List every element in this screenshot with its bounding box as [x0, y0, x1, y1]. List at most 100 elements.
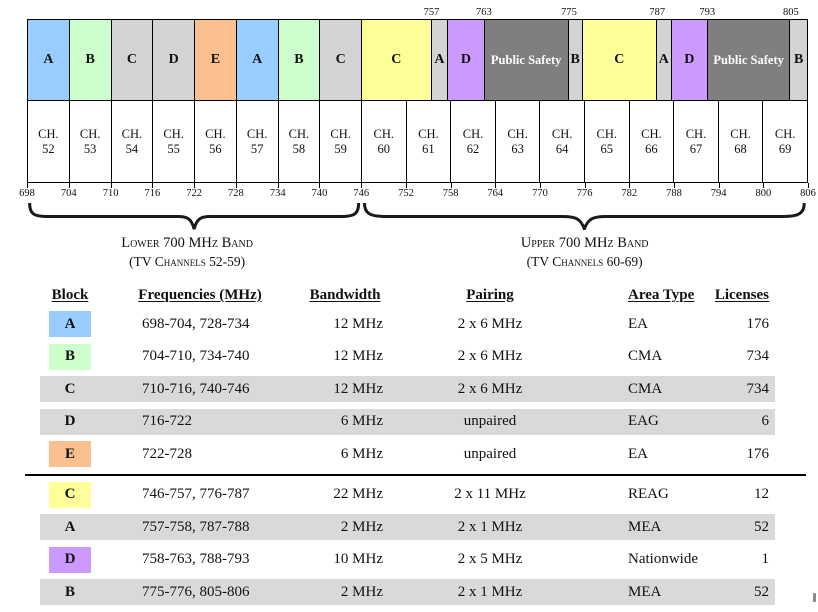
axis-tick	[27, 183, 28, 188]
spectrum-block-c: C	[319, 19, 362, 101]
table-row: D 758-763, 788-793 10 MHz 2 x 5 MHz Nationwi…	[40, 546, 775, 573]
scan-artifact-mark	[813, 593, 816, 602]
channel-prefix: CH.	[288, 126, 310, 141]
spectrum-block-b: B	[567, 19, 583, 101]
license-table: Block Frequencies (MHz) Bandwidth Pairing Ar…	[25, 283, 806, 612]
bottom-frequency-label: 728	[228, 188, 244, 199]
channel-box-61: CH. 61	[405, 100, 452, 183]
channel-box-66: CH. 66	[628, 100, 675, 183]
axis-tick	[584, 183, 586, 188]
channel-prefix: CH.	[730, 126, 751, 141]
column-header-area-type: Area Type	[628, 286, 695, 303]
bottom-frequency-label: 746	[353, 188, 370, 199]
bottom-frequency-label: 734	[269, 188, 286, 199]
channel-prefix: CH.	[551, 126, 573, 141]
block-chip: D	[64, 413, 76, 429]
block-cell: D	[40, 546, 100, 573]
table-row: A 698-704, 728-734 12 MHz 2 x 6 MHz EA 176	[40, 311, 775, 337]
table-row: D 716-722 6 MHz unpaired EAG 6	[40, 408, 775, 435]
channel-prefix: CH.	[596, 126, 618, 141]
block-cell: C	[40, 376, 100, 402]
table-row: E 722-728 6 MHz unpaired EA 176	[40, 441, 775, 467]
table-row: C 746-757, 776-787 22 MHz 2 x 11 MHz REAG 12	[40, 481, 775, 508]
frequencies-cell: 698-704, 728-734	[142, 315, 250, 332]
licenses-cell: 734	[746, 348, 770, 364]
spectrum-block-public-safety: Public Safety	[706, 19, 791, 101]
brace-curve	[361, 203, 808, 230]
bandwidth-cell: 6 MHz	[340, 413, 383, 429]
licenses-cell: 734	[746, 380, 770, 397]
band-label-line2: (TV Channels 52-59)	[129, 253, 246, 269]
area-type-cell: EAG	[628, 413, 659, 429]
pairing-cell: unpaired	[463, 445, 517, 462]
bottom-frequency-label: 704	[60, 188, 77, 199]
spectrum-block-a: A	[655, 19, 672, 101]
table-header-row: Block Frequencies (MHz) Bandwidth Pairing Ar…	[40, 285, 775, 305]
block-label: A	[658, 52, 669, 67]
block-label: A	[43, 52, 54, 67]
bottom-frequency-label: 764	[487, 188, 504, 199]
frequencies-cell: 710-716, 740-746	[142, 380, 250, 397]
block-cell: A	[40, 311, 100, 337]
channel-box-69: CH. 69	[762, 100, 808, 183]
block-chip: B	[64, 583, 75, 600]
channel-prefix: CH.	[38, 126, 59, 141]
frequencies-cell: 722-728	[142, 445, 192, 462]
block-label: C	[126, 52, 137, 67]
bandwidth-cell: 22 MHz	[333, 486, 383, 502]
channel-box-68: CH. 68	[717, 100, 764, 183]
block-cell: C	[40, 481, 100, 508]
top-frequency-label: 787	[649, 7, 666, 18]
channel-box-58: CH. 58	[277, 100, 321, 183]
block-cell: B	[40, 579, 100, 605]
channel-number: 58	[292, 141, 306, 156]
channel-box-64: CH. 64	[539, 100, 585, 183]
block-label: Public Safety	[490, 52, 562, 67]
spectrum-diagram: 757 763 775 787 793 805 A B C D E A B C C A D Public Saf…	[19, 0, 816, 280]
frequencies-cell: 704-710, 734-740	[142, 348, 250, 364]
channel-prefix: CH.	[246, 126, 268, 141]
area-type-cell: CMA	[628, 348, 663, 364]
spectrum-block-b: B	[789, 19, 808, 101]
table-body: A 698-704, 728-734 12 MHz 2 x 6 MHz EA 176 B 70…	[25, 311, 806, 605]
bandwidth-cell: 2 MHz	[340, 518, 383, 535]
top-frequency-labels: 757 763 775 787 793 805	[27, 0, 808, 19]
bottom-frequency-label: 698	[19, 188, 35, 199]
top-frequency-label: 793	[699, 7, 716, 18]
spectrum-block-a: A	[235, 19, 279, 101]
channel-number: 59	[334, 141, 347, 156]
axis-tick	[277, 183, 279, 188]
bandwidth-cell: 6 MHz	[340, 445, 383, 462]
channel-number: 53	[83, 141, 97, 156]
pairing-cell: 2 x 6 MHz	[457, 315, 523, 332]
band-label-line1: Upper 700 MHz Band	[520, 235, 649, 251]
tv-channel-row: CH. 52 CH. 53 CH. 54 CH. 55 CH. 56 CH. 57 CH. 58 CH. 59…	[27, 100, 808, 183]
column-header-pairing: Pairing	[466, 286, 514, 303]
axis-tick	[808, 183, 809, 188]
area-type-cell: EA	[628, 445, 648, 462]
axis-tick	[450, 183, 452, 188]
block-chip: E	[49, 441, 91, 467]
axis-tick	[152, 183, 154, 188]
pairing-cell: unpaired	[463, 413, 517, 429]
axis-tick	[361, 183, 363, 188]
block-label: C	[391, 52, 402, 67]
bottom-frequency-label: 758	[442, 188, 459, 199]
block-chip: C	[49, 481, 91, 508]
channel-number: 69	[778, 141, 792, 156]
channel-prefix: CH.	[330, 126, 351, 141]
channel-box-55: CH. 55	[152, 100, 195, 183]
block-label: D	[168, 52, 179, 67]
channel-box-54: CH. 54	[110, 100, 154, 183]
bottom-frequency-label: 752	[398, 188, 414, 199]
band-brace	[361, 203, 808, 230]
pairing-cell: 2 x 1 MHz	[457, 518, 523, 535]
axis-tick	[319, 183, 321, 188]
band-label-line1: Lower 700 MHz Band	[121, 235, 253, 251]
pairing-cell: 2 x 6 MHz	[457, 380, 523, 397]
spectrum-block-d: D	[670, 19, 708, 101]
licenses-cell: 176	[746, 315, 770, 332]
channel-prefix: CH.	[79, 126, 101, 141]
channel-prefix: CH.	[163, 126, 184, 141]
axis-tick	[235, 183, 237, 188]
